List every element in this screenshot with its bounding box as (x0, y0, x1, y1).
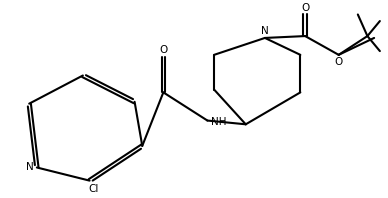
Text: O: O (301, 3, 309, 13)
Text: Cl: Cl (89, 184, 99, 194)
Text: NH: NH (211, 117, 227, 127)
Text: N: N (261, 26, 269, 36)
Text: N: N (26, 163, 34, 172)
Text: O: O (334, 57, 343, 67)
Text: O: O (159, 45, 168, 55)
